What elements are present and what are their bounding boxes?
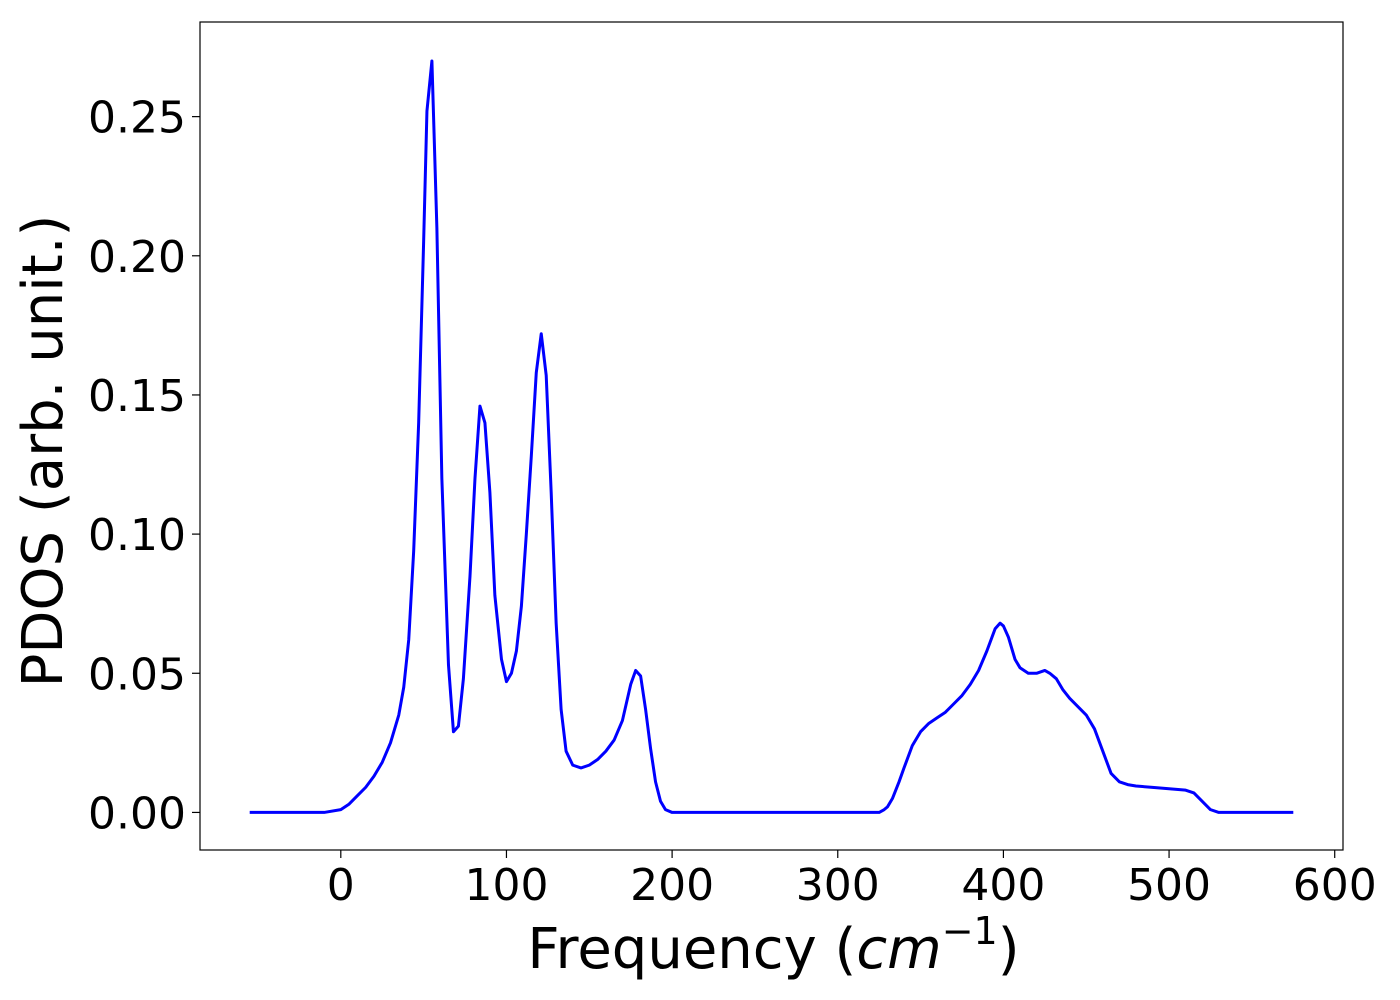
x-tick-label: 500 <box>1127 860 1211 911</box>
axis-labels: Frequency (cm−1) PDOS (arb. unit.) <box>11 215 1020 982</box>
x-tick-label: 600 <box>1293 860 1377 911</box>
axis-ticks: 0 100 200 300 400 500 600 0.00 0.05 0.10 0.15 0.20 0… <box>88 93 1377 911</box>
y-tick-label: 0.05 <box>88 649 186 700</box>
y-tick-label: 0.25 <box>88 93 186 144</box>
plot-frame <box>199 21 1344 851</box>
y-tick-label: 0.20 <box>88 232 186 283</box>
plot-area <box>199 21 1344 851</box>
x-tick-label: 0 <box>327 860 355 911</box>
y-axis-title: PDOS (arb. unit.) <box>11 215 76 688</box>
y-tick-label: 0.15 <box>88 371 186 422</box>
x-tick-label: 100 <box>464 860 548 911</box>
x-tick-label: 200 <box>630 860 714 911</box>
y-tick-label: 0.00 <box>88 788 186 839</box>
x-axis-title: Frequency (cm−1) <box>527 909 1019 982</box>
x-tick-label: 400 <box>961 860 1045 911</box>
x-tick-label: 300 <box>796 860 880 911</box>
pdos-series-line <box>249 59 1294 814</box>
y-tick-label: 0.10 <box>88 510 186 561</box>
